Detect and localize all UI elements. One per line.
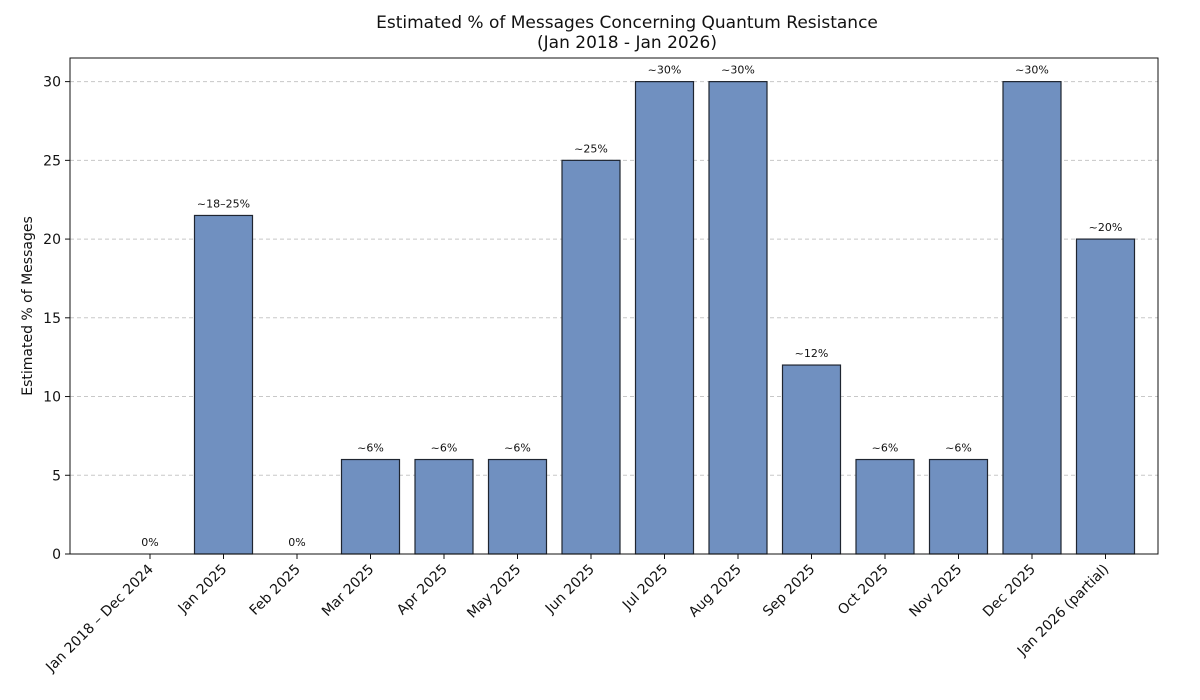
data-label: ~6%	[504, 442, 531, 455]
bar	[781, 364, 842, 555]
data-label: 0%	[288, 536, 305, 549]
y-tick-label: 5	[52, 468, 61, 484]
chart-title: Estimated % of Messages Concerning Quant…	[376, 13, 878, 33]
y-tick-label: 0	[52, 547, 61, 563]
x-axis: Jan 2018 – Dec 2024 Jan 2025 Feb 2025 Mar 2…	[42, 554, 1112, 676]
x-tick-label: Jan 2018 – Dec 2024	[42, 561, 156, 675]
x-tick-label: Jun 2025	[542, 562, 598, 618]
data-label: ~6%	[357, 442, 384, 455]
y-axis: 0 5 10 15 20 25 30	[43, 75, 70, 563]
x-tick-label: Nov 2025	[906, 562, 965, 621]
y-tick-label: 25	[43, 153, 61, 169]
x-tick-label: Sep 2025	[760, 562, 818, 620]
bar	[928, 458, 989, 555]
data-label: ~20%	[1089, 221, 1123, 234]
data-label: ~30%	[721, 64, 755, 77]
bar	[487, 458, 548, 555]
data-label: ~30%	[648, 64, 682, 77]
bar	[708, 81, 768, 555]
data-label: ~6%	[431, 442, 458, 455]
bar	[414, 458, 474, 555]
data-labels: 0% ~18–25% 0% ~6% ~6% ~6% ~25% ~30% ~30% ~12% ~6% ~…	[141, 64, 1122, 549]
data-label: ~12%	[795, 347, 829, 360]
x-tick-label: Apr 2025	[394, 562, 451, 619]
bar	[1002, 81, 1062, 555]
data-label: ~25%	[574, 142, 608, 155]
x-tick-label: Dec 2025	[980, 562, 1039, 621]
plot-frame	[69, 57, 1159, 555]
bar	[340, 458, 401, 555]
data-label: ~18–25%	[197, 197, 250, 210]
bars	[193, 81, 1136, 555]
y-tick-label: 10	[43, 390, 61, 406]
data-label: ~30%	[1015, 64, 1049, 77]
x-tick-label: Mar 2025	[319, 562, 377, 620]
x-tick-label: Jan 2025	[175, 562, 231, 618]
bar	[855, 458, 915, 555]
bar	[561, 159, 621, 555]
x-tick-label: Jul 2025	[619, 562, 671, 614]
chart-subtitle: (Jan 2018 - Jan 2026)	[537, 33, 717, 53]
bar	[193, 214, 254, 555]
x-tick-label: Oct 2025	[835, 562, 892, 619]
y-tick-label: 15	[43, 311, 61, 327]
x-tick-label: Feb 2025	[247, 562, 304, 619]
x-tick-label: Aug 2025	[686, 562, 745, 621]
y-tick-label: 20	[43, 232, 61, 248]
data-label: 0%	[141, 536, 158, 549]
y-axis-label: Estimated % of Messages	[20, 216, 36, 396]
bar	[634, 81, 695, 555]
bar	[1075, 238, 1136, 555]
data-label: ~6%	[945, 442, 972, 455]
y-tick-label: 30	[43, 75, 61, 91]
x-tick-label: May 2025	[464, 562, 524, 622]
data-label: ~6%	[872, 442, 899, 455]
